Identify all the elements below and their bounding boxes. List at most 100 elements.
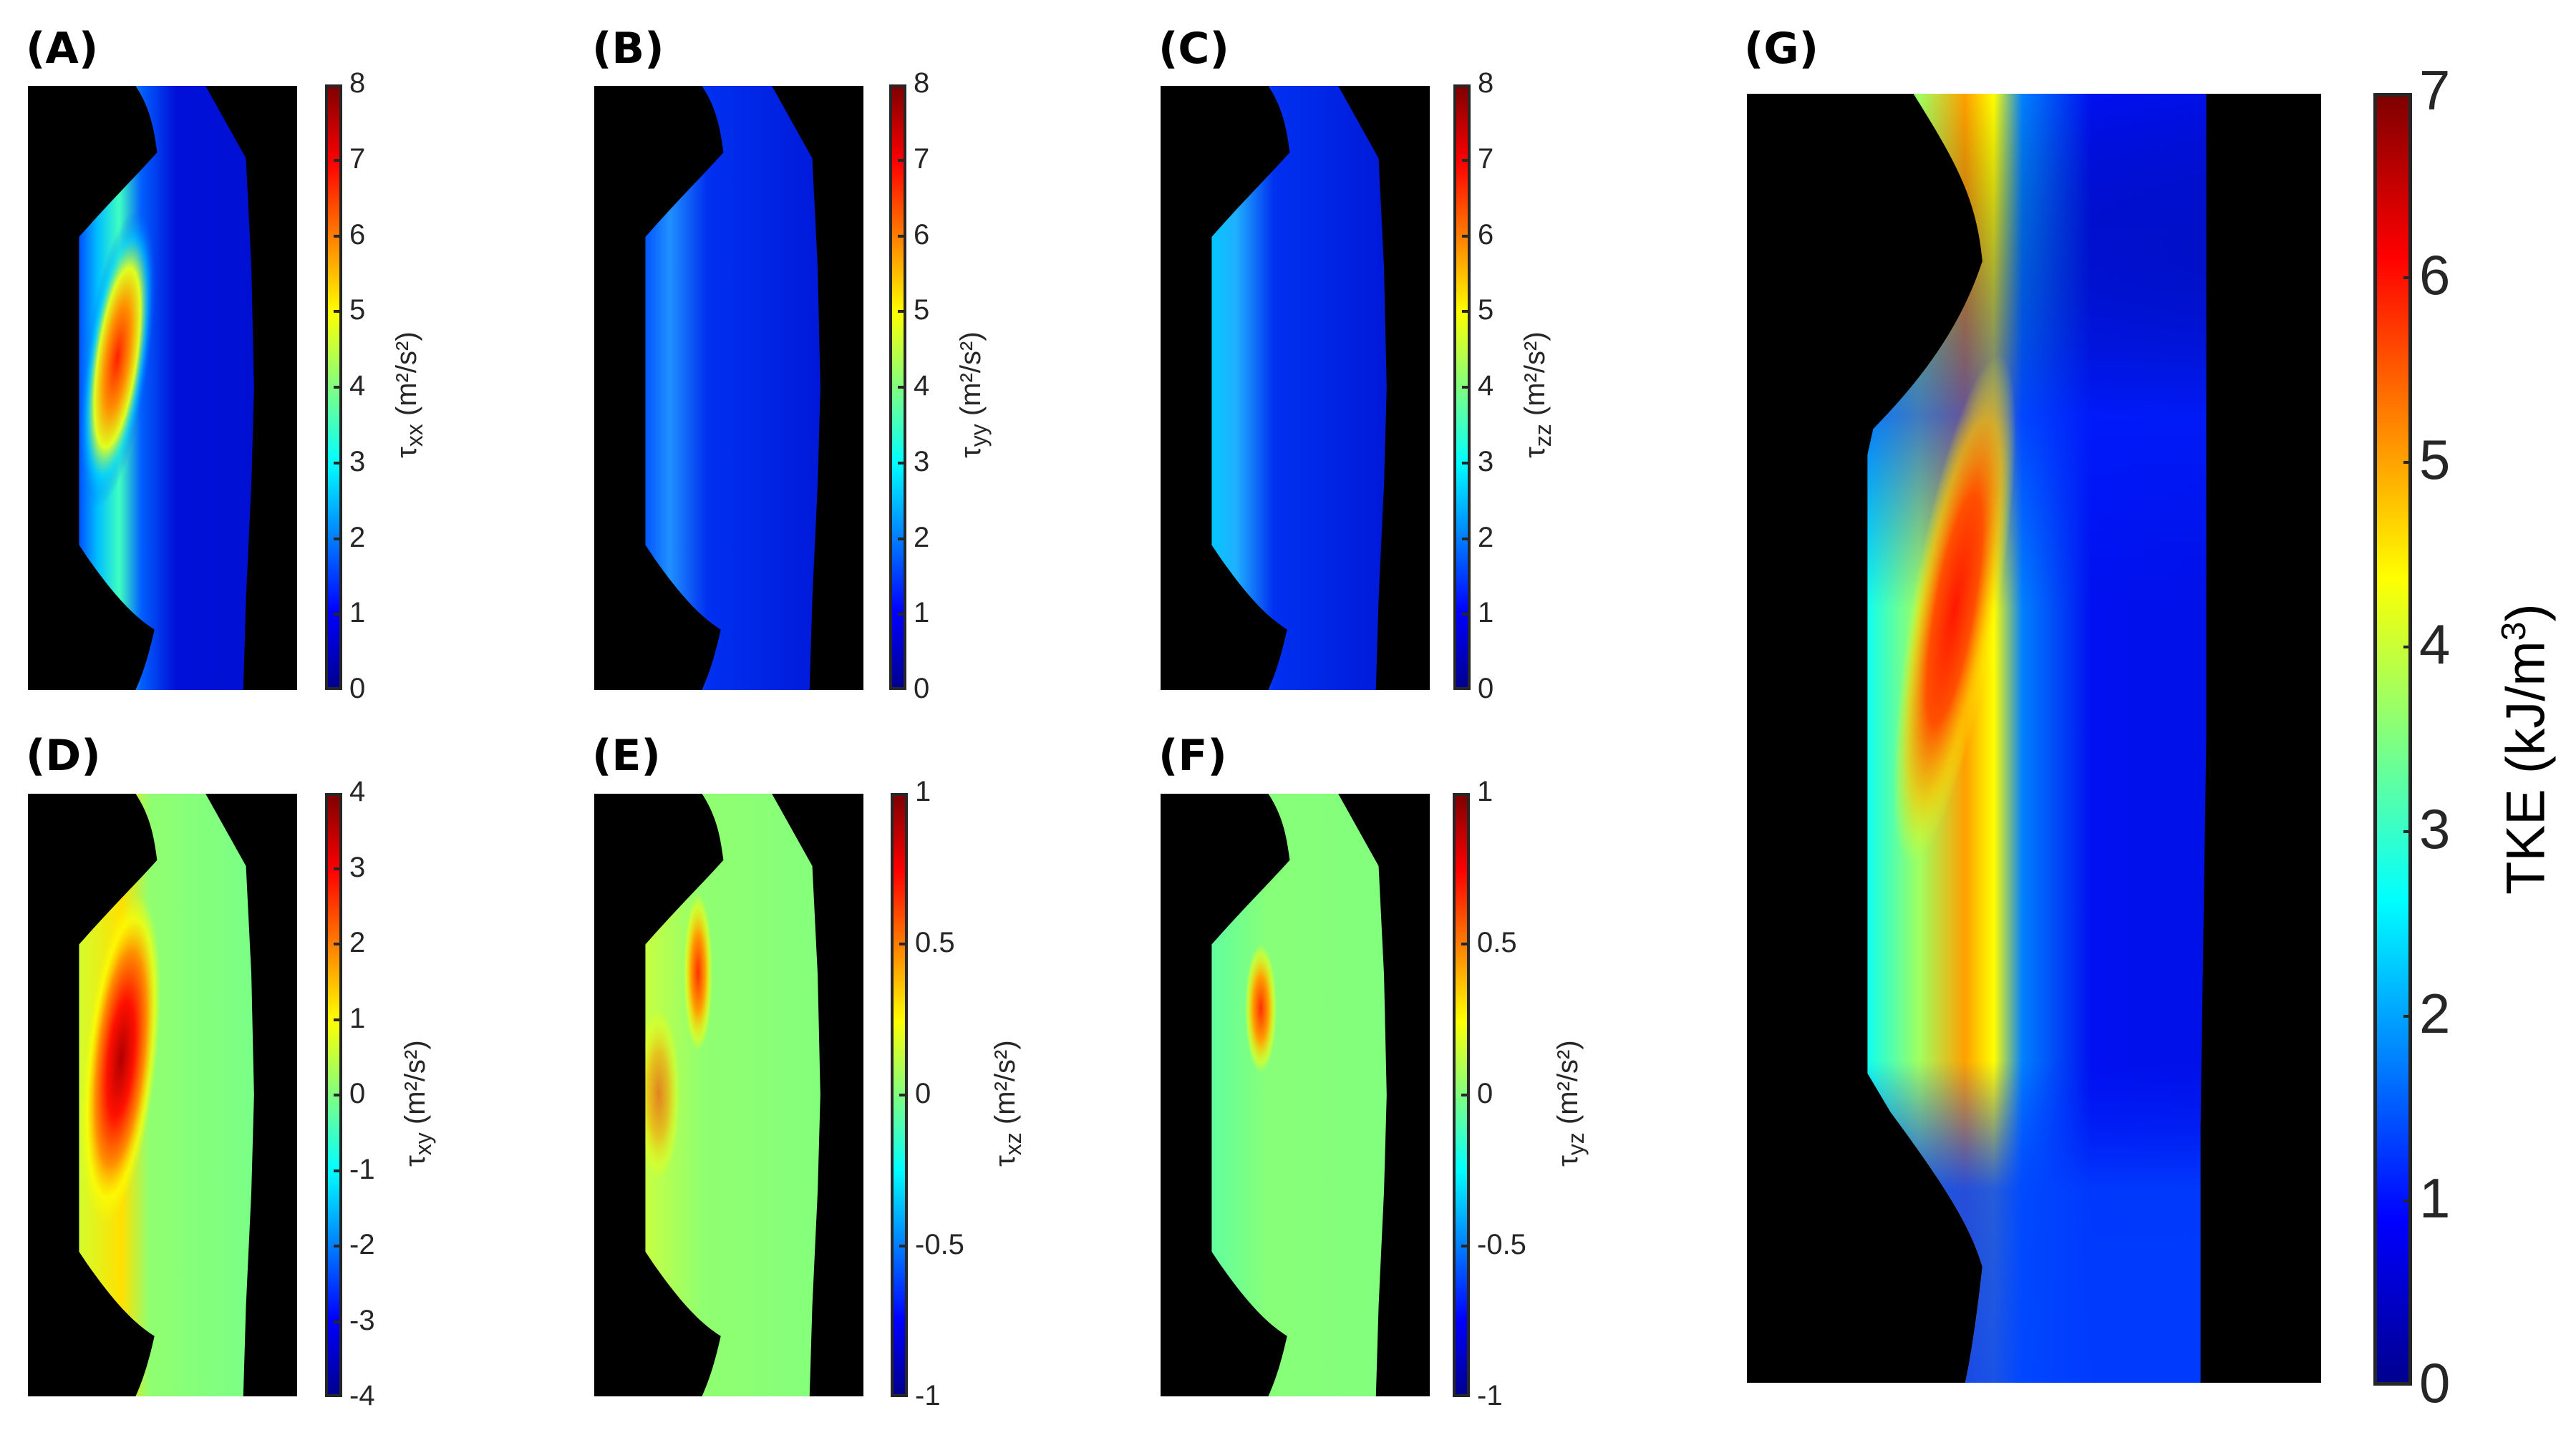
colorbar-tick-label: 4 <box>349 776 366 807</box>
colorbar-tick-mark <box>898 234 905 238</box>
colorbar-tick-label: 3 <box>1478 445 1494 477</box>
colorbar-tick-mark <box>334 234 341 238</box>
colorbar-tick-label: 2 <box>349 927 366 958</box>
colorbar-tick-label: 2 <box>2419 982 2451 1046</box>
colorbar-tick-label: 0 <box>1478 673 1494 704</box>
colorbar-tick-mark <box>334 386 341 389</box>
colorbar-tick-label: 0 <box>349 673 366 704</box>
colorbar-tick-label: 0.5 <box>915 927 955 958</box>
colorbar-tick-mark <box>898 310 905 313</box>
colorbar-tick-mark <box>334 537 341 540</box>
colorbar-tick-mark <box>2403 276 2411 279</box>
colorbar-tick-mark <box>334 1018 341 1021</box>
colorbar-tick-label: 1 <box>915 776 931 807</box>
colorbar-tick-label: 5 <box>2419 428 2451 492</box>
colorbar-tick-label: 0.5 <box>1477 927 1517 958</box>
colorbar-tick-label: -2 <box>349 1229 375 1260</box>
colorbar-tick-mark <box>334 1169 341 1172</box>
colorbar-tick-label: 5 <box>1478 294 1494 326</box>
colorbar-tick-label: 3 <box>2419 797 2451 861</box>
colorbar-label-b: τyy (m²/s²) <box>955 331 992 458</box>
panel-label-a: (A) <box>26 24 99 74</box>
colorbar-tick-label: 7 <box>2419 59 2451 122</box>
colorbar-tick-mark <box>334 158 341 162</box>
panel-label-d: (D) <box>26 731 101 781</box>
colorbar-tick-mark <box>1462 613 1469 616</box>
colorbar-tick-mark <box>2403 1200 2411 1202</box>
colorbar-tick-mark <box>898 158 905 162</box>
colorbar-tick-mark <box>334 461 341 464</box>
colorbar-tick-label: 1 <box>349 597 366 629</box>
colorbar-tick-mark <box>898 386 905 389</box>
colorbar-tick-label: 1 <box>914 597 930 629</box>
colorbar-tick-label: 1 <box>1478 597 1494 629</box>
panel-label-c: (C) <box>1158 24 1229 74</box>
field-map-f <box>1161 794 1430 1396</box>
colorbar-label-c: τzz (m²/s²) <box>1519 331 1556 458</box>
colorbar-tick-mark <box>899 1245 906 1247</box>
colorbar-label-d: τxy (m²/s²) <box>400 1040 436 1167</box>
colorbar-tick-label: 4 <box>914 370 930 402</box>
colorbar-tick-mark <box>898 613 905 616</box>
field-map-a <box>28 86 297 690</box>
colorbar-tick-label: 1 <box>1477 776 1493 807</box>
colorbar-tick-label: 2 <box>1478 521 1494 553</box>
colorbar-tick-mark <box>334 1245 341 1247</box>
colorbar-tick-mark <box>2403 830 2411 833</box>
colorbar-tick-mark <box>1462 158 1469 162</box>
colorbar-tick-mark <box>1461 1094 1468 1096</box>
panel-label-f: (F) <box>1158 731 1227 781</box>
colorbar-tick-label: 0 <box>915 1078 931 1109</box>
colorbar-tick-label: -1 <box>915 1380 941 1411</box>
colorbar-tick-mark <box>1462 234 1469 238</box>
colorbar-tick-mark <box>1462 537 1469 540</box>
colorbar-tick-mark <box>899 943 906 945</box>
colorbar-tick-mark <box>334 310 341 313</box>
colorbar-tick-label: -0.5 <box>1477 1229 1526 1260</box>
colorbar-tick-label: 5 <box>914 294 930 326</box>
colorbar-tick-label: 1 <box>2419 1167 2451 1230</box>
colorbar-tick-label: 7 <box>1478 142 1494 175</box>
colorbar-label-a: τxx (m²/s²) <box>391 331 427 458</box>
colorbar-tick-label: 4 <box>349 370 366 402</box>
colorbar-tick-label: 2 <box>349 521 366 553</box>
colorbar-tick-label: -0.5 <box>915 1229 964 1260</box>
colorbar-tick-label: -1 <box>1477 1380 1503 1411</box>
colorbar-tick-mark <box>334 1320 341 1323</box>
colorbar-g <box>2373 93 2412 1386</box>
field-map-e <box>594 794 863 1396</box>
field-map-d <box>28 794 297 1396</box>
colorbar-tick-label: 4 <box>2419 613 2451 676</box>
colorbar-tick-label: 0 <box>1477 1078 1493 1109</box>
colorbar-tick-mark <box>334 613 341 616</box>
colorbar-tick-mark <box>1462 386 1469 389</box>
colorbar-tick-label: 0 <box>2419 1351 2451 1415</box>
panel-label-e: (E) <box>592 731 661 781</box>
colorbar-tick-label: 6 <box>349 218 366 251</box>
colorbar-tick-label: 8 <box>914 67 930 99</box>
colorbar-tick-label: -1 <box>349 1153 375 1185</box>
colorbar-tick-label: 6 <box>1478 218 1494 251</box>
colorbar-tick-label: 8 <box>1478 67 1494 99</box>
colorbar-tick-label: 0 <box>914 673 930 704</box>
colorbar-tick-label: -4 <box>349 1380 375 1411</box>
colorbar-tick-label: 8 <box>349 67 366 99</box>
colorbar-tick-label: 2 <box>914 521 930 553</box>
colorbar-tick-label: 3 <box>349 851 366 883</box>
colorbar-tick-mark <box>1461 1245 1468 1247</box>
field-map-c <box>1161 86 1430 690</box>
colorbar-tick-mark <box>2403 646 2411 648</box>
colorbar-tick-mark <box>1462 310 1469 313</box>
colorbar-label-g: TKE (kJ/m3) <box>2495 603 2557 895</box>
colorbar-tick-label: 7 <box>914 142 930 175</box>
colorbar-tick-label: 1 <box>349 1002 366 1034</box>
colorbar-tick-mark <box>334 867 341 870</box>
colorbar-tick-label: 3 <box>914 445 930 477</box>
colorbar-tick-mark <box>1461 943 1468 945</box>
panel-label-b: (B) <box>592 24 664 74</box>
colorbar-tick-mark <box>334 1094 341 1096</box>
colorbar-tick-label: 4 <box>1478 370 1494 402</box>
panel-label-g: (G) <box>1744 24 1819 74</box>
colorbar-tick-label: 5 <box>349 294 366 326</box>
field-map-b <box>594 86 863 690</box>
